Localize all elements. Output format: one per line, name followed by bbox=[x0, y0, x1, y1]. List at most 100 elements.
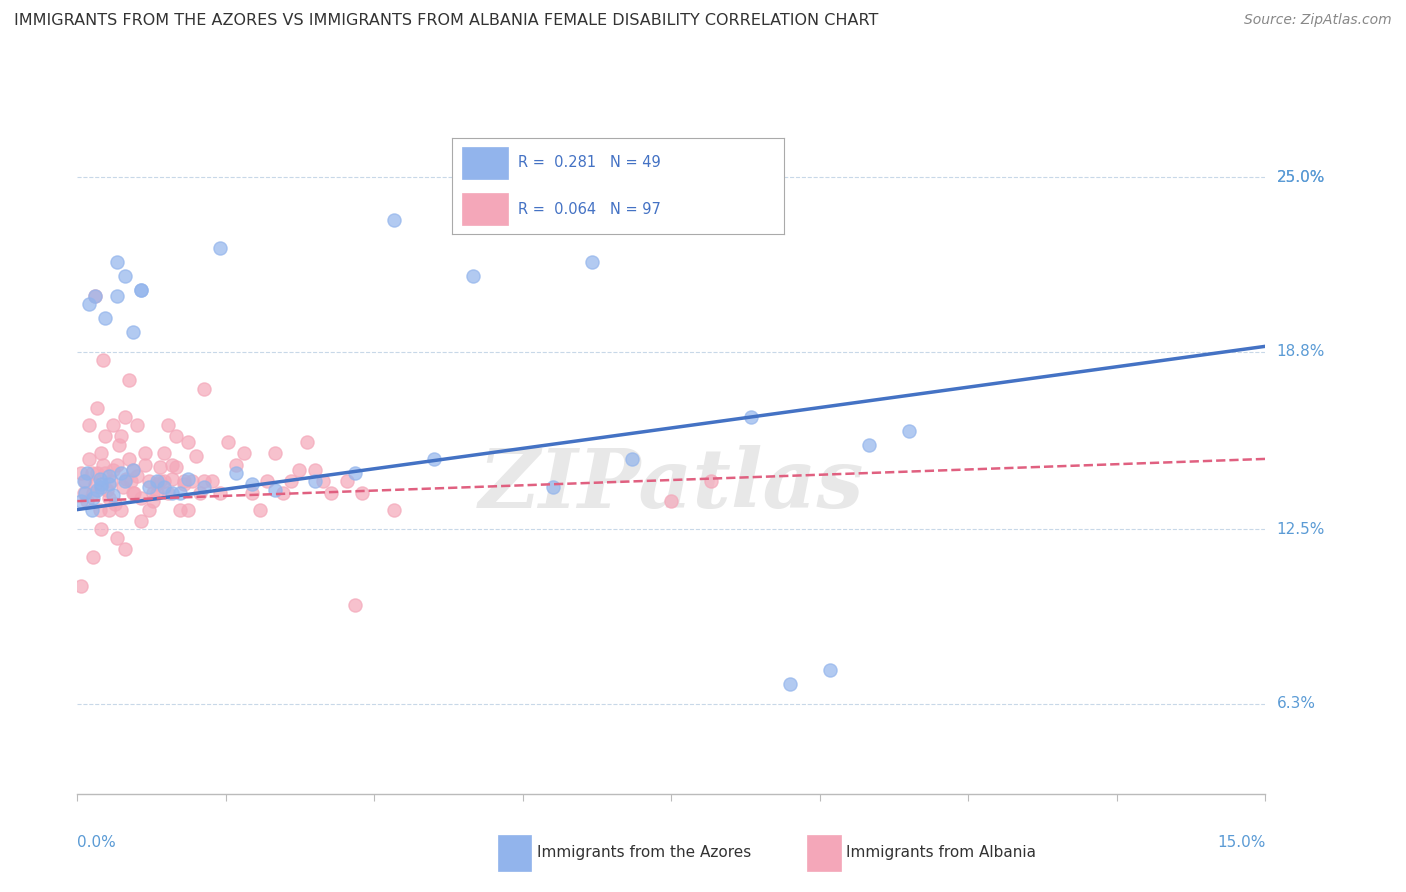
Point bbox=[89, 502, 111, 516]
Point bbox=[304, 475, 326, 489]
Point bbox=[94, 466, 117, 480]
Point bbox=[225, 458, 247, 472]
Point bbox=[382, 502, 405, 516]
Point bbox=[75, 475, 97, 489]
Point bbox=[149, 475, 172, 489]
Point bbox=[153, 480, 176, 494]
Point bbox=[157, 485, 180, 500]
Point bbox=[112, 480, 135, 494]
Point bbox=[124, 485, 146, 500]
Point bbox=[186, 449, 208, 463]
Point bbox=[145, 485, 167, 500]
Point bbox=[73, 485, 96, 500]
Point bbox=[121, 463, 143, 477]
Point bbox=[110, 466, 132, 480]
Text: 15.0%: 15.0% bbox=[1218, 835, 1265, 850]
Point bbox=[94, 429, 117, 443]
Point bbox=[157, 418, 180, 433]
Point bbox=[94, 311, 117, 326]
Point bbox=[121, 325, 143, 339]
Point bbox=[83, 477, 105, 491]
Point bbox=[343, 466, 366, 480]
Point bbox=[82, 550, 104, 565]
Point bbox=[105, 255, 128, 269]
Point bbox=[77, 418, 100, 433]
Point bbox=[541, 480, 564, 494]
Point bbox=[83, 288, 105, 302]
Point bbox=[100, 475, 122, 489]
Point bbox=[125, 418, 148, 433]
Point bbox=[232, 446, 254, 460]
Point bbox=[240, 485, 263, 500]
Point bbox=[114, 409, 136, 424]
Point bbox=[75, 485, 97, 500]
Point bbox=[177, 435, 200, 450]
Point bbox=[264, 446, 287, 460]
Point bbox=[105, 288, 128, 302]
Point bbox=[382, 212, 405, 227]
Point bbox=[138, 480, 160, 494]
Point bbox=[343, 599, 366, 613]
Point bbox=[336, 475, 359, 489]
Point bbox=[188, 485, 211, 500]
Text: Immigrants from Albania: Immigrants from Albania bbox=[846, 846, 1036, 860]
Text: ZIPatlas: ZIPatlas bbox=[478, 445, 865, 524]
Text: 18.8%: 18.8% bbox=[1277, 344, 1324, 359]
Point bbox=[134, 458, 156, 472]
Point bbox=[312, 475, 335, 489]
Text: 25.0%: 25.0% bbox=[1277, 169, 1324, 185]
Point bbox=[271, 485, 294, 500]
Point bbox=[129, 491, 152, 506]
Point bbox=[115, 472, 138, 486]
Point bbox=[193, 475, 215, 489]
Point bbox=[114, 541, 136, 556]
Point bbox=[177, 472, 200, 486]
Point bbox=[288, 463, 311, 477]
Point bbox=[118, 373, 141, 387]
Point bbox=[193, 382, 215, 396]
Point bbox=[581, 255, 603, 269]
Point bbox=[173, 475, 195, 489]
Text: 0.0%: 0.0% bbox=[77, 835, 117, 850]
Point bbox=[93, 353, 115, 368]
Point bbox=[96, 483, 118, 497]
Point bbox=[82, 491, 104, 506]
Point bbox=[256, 475, 278, 489]
Point bbox=[101, 463, 124, 477]
Point bbox=[86, 483, 108, 497]
Point bbox=[264, 483, 287, 497]
Point bbox=[114, 268, 136, 283]
Point bbox=[208, 241, 231, 255]
Point bbox=[661, 494, 683, 508]
Point bbox=[779, 677, 801, 691]
Point bbox=[98, 491, 121, 506]
Point bbox=[76, 466, 98, 480]
Point bbox=[162, 485, 184, 500]
Point bbox=[101, 418, 124, 433]
Point bbox=[142, 494, 165, 508]
Point bbox=[162, 472, 184, 486]
Point bbox=[86, 401, 108, 416]
Point bbox=[89, 472, 111, 486]
Point bbox=[105, 458, 128, 472]
Point bbox=[169, 485, 191, 500]
Point bbox=[295, 435, 318, 450]
Point bbox=[118, 451, 141, 466]
Point bbox=[129, 283, 152, 297]
Point bbox=[98, 468, 121, 483]
Point bbox=[101, 488, 124, 502]
Text: Source: ZipAtlas.com: Source: ZipAtlas.com bbox=[1244, 13, 1392, 28]
Point bbox=[463, 268, 485, 283]
Point bbox=[80, 502, 103, 516]
Point bbox=[91, 458, 114, 472]
Point bbox=[98, 502, 121, 516]
Point bbox=[423, 451, 446, 466]
Point bbox=[110, 502, 132, 516]
Text: 12.5%: 12.5% bbox=[1277, 522, 1324, 537]
Point bbox=[208, 485, 231, 500]
Point bbox=[107, 438, 129, 452]
Text: 6.3%: 6.3% bbox=[1277, 697, 1316, 711]
Point bbox=[134, 446, 156, 460]
Point bbox=[173, 477, 195, 491]
Point bbox=[125, 468, 148, 483]
